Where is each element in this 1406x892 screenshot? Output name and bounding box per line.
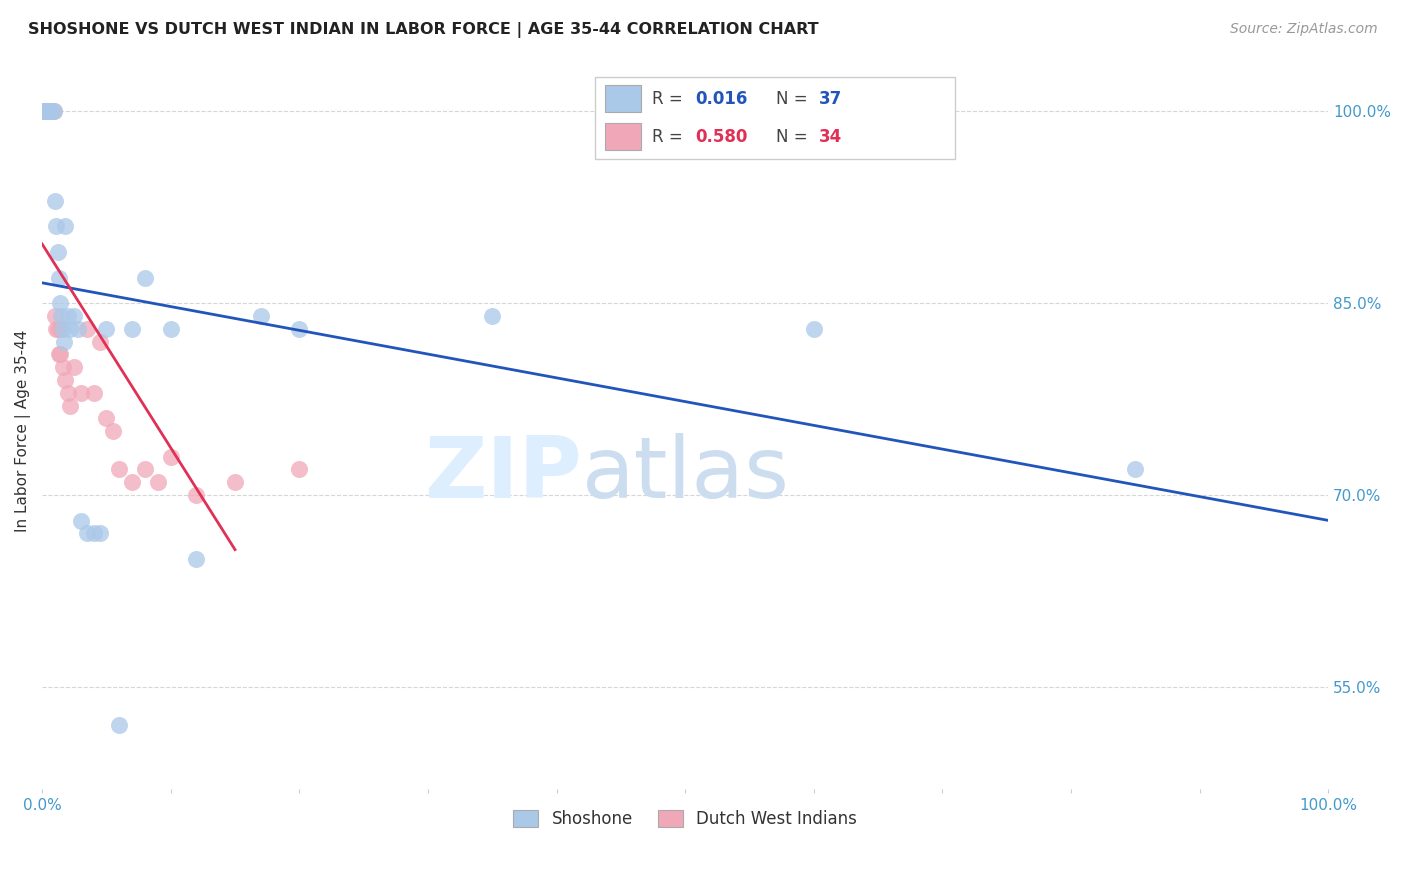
Text: atlas: atlas [582, 433, 790, 516]
Point [38, 104, 60, 119]
Text: SHOSHONE VS DUTCH WEST INDIAN IN LABOR FORCE | AGE 35-44 CORRELATION CHART: SHOSHONE VS DUTCH WEST INDIAN IN LABOR F… [28, 22, 818, 38]
Point [121, 475, 143, 490]
Point [288, 322, 311, 336]
Point [37, 104, 59, 119]
Point [69, 385, 91, 400]
Point [134, 270, 156, 285]
Point [38, 104, 60, 119]
Point [67, 322, 90, 336]
Point [38, 104, 60, 119]
Point [51, 309, 73, 323]
Point [45, 219, 67, 234]
Point [45, 322, 67, 336]
Point [96, 411, 118, 425]
Point [51, 322, 73, 336]
Point [46, 245, 69, 260]
Point [249, 309, 271, 323]
Point [34, 104, 56, 119]
Text: 37: 37 [818, 90, 842, 108]
Text: 0.016: 0.016 [696, 90, 748, 108]
Point [134, 462, 156, 476]
Text: R =: R = [652, 128, 688, 145]
Text: ZIP: ZIP [425, 433, 582, 516]
Point [481, 309, 503, 323]
FancyBboxPatch shape [606, 86, 641, 112]
Point [108, 718, 131, 732]
Point [803, 322, 825, 336]
Point [159, 450, 181, 464]
Point [49, 296, 72, 310]
Point [108, 462, 131, 476]
Point [41, 104, 63, 119]
Point [32, 104, 55, 119]
Point [89, 334, 111, 349]
Point [32, 104, 55, 119]
Point [35, 104, 58, 119]
Point [53, 334, 76, 349]
FancyBboxPatch shape [595, 77, 955, 159]
Text: 34: 34 [818, 128, 842, 145]
Point [83, 526, 105, 541]
Point [46, 322, 69, 336]
Y-axis label: In Labor Force | Age 35-44: In Labor Force | Age 35-44 [15, 330, 31, 533]
Point [63, 309, 86, 323]
Text: R =: R = [652, 90, 688, 108]
Point [52, 360, 75, 375]
Text: N =: N = [776, 90, 813, 108]
Text: Source: ZipAtlas.com: Source: ZipAtlas.com [1230, 22, 1378, 37]
Point [48, 270, 70, 285]
Point [186, 552, 208, 566]
Point [76, 526, 98, 541]
Point [48, 347, 70, 361]
Point [63, 360, 86, 375]
Point [159, 322, 181, 336]
Point [69, 514, 91, 528]
Point [38, 104, 60, 119]
Point [53, 219, 76, 234]
Point [56, 309, 79, 323]
Point [56, 385, 79, 400]
Point [288, 462, 311, 476]
Point [34, 104, 56, 119]
Point [59, 322, 82, 336]
Point [37, 104, 59, 119]
Point [44, 309, 66, 323]
Point [39, 104, 62, 119]
Point [49, 347, 72, 361]
Point [76, 322, 98, 336]
Point [146, 475, 169, 490]
Point [83, 385, 105, 400]
Point [39, 104, 62, 119]
Point [101, 424, 124, 438]
Point [53, 373, 76, 387]
Point [96, 322, 118, 336]
Point [224, 475, 246, 490]
Point [52, 322, 75, 336]
Point [35, 104, 58, 119]
Text: N =: N = [776, 128, 813, 145]
Point [1123, 462, 1146, 476]
Point [42, 104, 65, 119]
Point [44, 194, 66, 208]
Point [42, 104, 65, 119]
Point [121, 322, 143, 336]
FancyBboxPatch shape [606, 123, 641, 150]
Point [41, 104, 63, 119]
Point [89, 526, 111, 541]
Point [59, 399, 82, 413]
Legend: Shoshone, Dutch West Indians: Shoshone, Dutch West Indians [506, 803, 863, 835]
Text: 0.580: 0.580 [696, 128, 748, 145]
Point [186, 488, 208, 502]
